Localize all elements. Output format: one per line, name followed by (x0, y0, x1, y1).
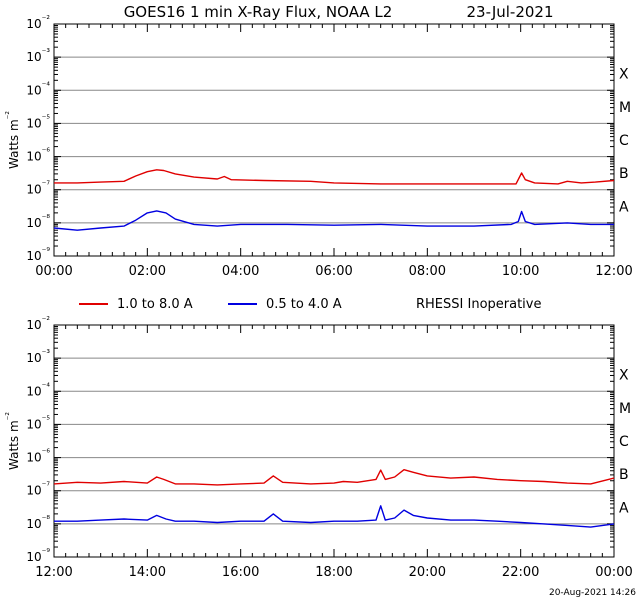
flare-class-label: M (619, 100, 631, 116)
flare-class-label: C (619, 434, 629, 450)
flare-class-label: C (619, 133, 629, 149)
flare-class-label: A (619, 199, 629, 215)
x-tick-label: 12:00 (595, 264, 632, 279)
legend: 1.0 to 8.0 A 0.5 to 4.0 A RHESSI Inopera… (79, 297, 541, 312)
x-tick-label: 12:00 (35, 565, 72, 580)
x-tick-label: 04:00 (222, 264, 259, 279)
x-tick-label: 14:00 (129, 565, 166, 580)
x-tick-label: 22:00 (502, 565, 539, 580)
y-tick-label: 10⁻² (26, 15, 50, 31)
y-axis-label: Watts m⁻² (5, 111, 21, 169)
y-tick-label: 10⁻⁹ (26, 247, 50, 263)
x-tick-label: 16:00 (222, 565, 259, 580)
plot-frame (53, 23, 615, 257)
y-tick-label: 10⁻⁵ (26, 415, 50, 431)
x-tick-label: 00:00 (35, 264, 72, 279)
plot-frame (53, 324, 615, 558)
x-tick-label: 20:00 (409, 565, 446, 580)
y-tick-label: 10⁻⁸ (26, 214, 50, 230)
x-tick-label: 02:00 (129, 264, 166, 279)
y-tick-label: 10⁻⁵ (26, 114, 50, 130)
x-tick-label: 18:00 (315, 565, 352, 580)
series-line (54, 505, 615, 528)
y-tick-label: 10⁻⁹ (26, 548, 50, 564)
x-tick-label: 00:00 (595, 565, 632, 580)
x-tick-label: 10:00 (502, 264, 539, 279)
flare-class-label: X (619, 67, 629, 83)
series-line (53, 469, 615, 486)
footer-timestamp: 20-Aug-2021 14:26 (549, 588, 636, 598)
top-flux-panel: 10⁻⁹ 10⁻⁸ 10⁻⁷ 10⁻⁶ 10⁻⁵ 10⁻⁴ 10⁻³ 10⁻² Watts m⁻… (5, 15, 633, 279)
rhessi-status: RHESSI Inoperative (416, 297, 541, 312)
y-tick-label: 10⁻³ (26, 48, 50, 64)
series-line (54, 169, 615, 185)
y-tick-label: 10⁻² (26, 316, 50, 332)
y-tick-label: 10⁻⁷ (26, 181, 50, 197)
y-tick-label: 10⁻⁴ (26, 382, 50, 398)
x-tick-label: 08:00 (409, 264, 446, 279)
y-axis-label: Watts m⁻² (5, 412, 21, 470)
y-tick-label: 10⁻⁷ (26, 482, 50, 498)
legend-label-long: 1.0 to 8.0 A (117, 297, 193, 312)
legend-label-short: 0.5 to 4.0 A (266, 297, 342, 312)
x-tick-label: 06:00 (315, 264, 352, 279)
figure-title: GOES16 1 min X-Ray Flux, NOAA L2 (124, 3, 393, 21)
y-tick-label: 10⁻³ (26, 349, 50, 365)
figure-date: 23-Jul-2021 (466, 3, 553, 21)
flare-class-label: X (619, 368, 629, 384)
flare-class-label: A (619, 500, 629, 516)
y-tick-label: 10⁻⁶ (26, 148, 50, 164)
y-tick-label: 10⁻⁴ (26, 81, 50, 97)
bottom-flux-panel: 10⁻⁹ 10⁻⁸ 10⁻⁷ 10⁻⁶ 10⁻⁵ 10⁻⁴ 10⁻³ 10⁻² Watts m⁻… (5, 316, 633, 580)
flare-class-label: B (619, 467, 629, 483)
flare-class-label: B (619, 166, 629, 182)
y-tick-label: 10⁻⁶ (26, 449, 50, 465)
series-line (53, 210, 614, 231)
flare-class-label: M (619, 401, 631, 417)
y-tick-label: 10⁻⁸ (26, 515, 50, 531)
